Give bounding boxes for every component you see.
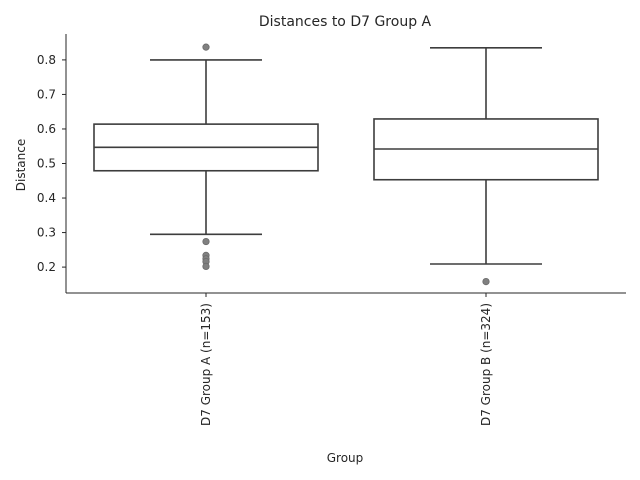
y-tick-label: 0.7 [37, 87, 56, 101]
y-tick-label: 0.4 [37, 191, 56, 205]
box-group [93, 43, 319, 271]
y-axis-ticks: 0.2 0.3 0.4 0.5 0.6 0.7 0.8 [37, 53, 66, 274]
x-tick-label: D7 Group B (n=324) [479, 303, 493, 426]
outlier-point [202, 43, 210, 51]
x-tick-label: D7 Group A (n=153) [199, 303, 213, 426]
chart-title: Distances to D7 Group A [259, 14, 432, 30]
boxes-layer [93, 43, 599, 286]
y-axis-label: Distance [14, 139, 28, 191]
outlier-point [202, 262, 210, 271]
y-tick-label: 0.8 [37, 53, 56, 67]
box-group [373, 47, 599, 286]
outlier-point [202, 237, 210, 246]
y-tick-label: 0.6 [37, 122, 56, 136]
y-tick-label: 0.2 [37, 260, 56, 274]
x-axis-label: Group [327, 451, 364, 465]
y-tick-label: 0.5 [37, 157, 56, 171]
outlier-point [482, 278, 490, 286]
x-axis-ticks: D7 Group A (n=153) D7 Group B (n=324) [199, 293, 493, 426]
y-tick-label: 0.3 [37, 226, 56, 240]
